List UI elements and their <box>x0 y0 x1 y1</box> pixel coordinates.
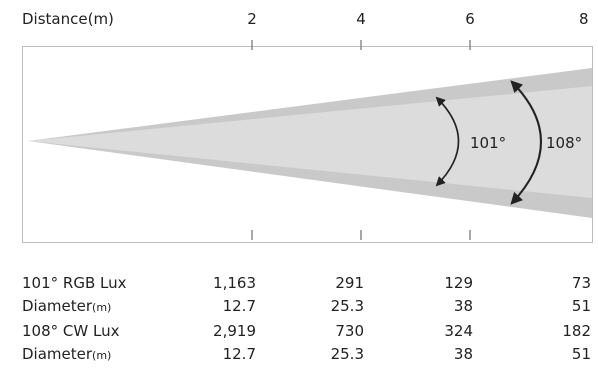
angle-label-bg-101 <box>465 131 517 153</box>
row-label-unit: (m) <box>92 349 112 362</box>
row-label-rgb-lux: 101° RGB Lux <box>22 274 126 292</box>
rgb-lux-8m: 73 <box>571 274 591 292</box>
row-label-text: 101° RGB Lux <box>22 274 127 292</box>
cw-lux-6m: 324 <box>444 322 473 340</box>
rgb-lux-4m: 291 <box>335 274 364 292</box>
diameter-1-6m: 38 <box>453 297 473 315</box>
tick-label-2m: 2 <box>247 10 257 28</box>
row-label-unit: (m) <box>92 301 112 314</box>
angle-arc-108 <box>510 80 542 205</box>
row-label-diameter-2: Diameter(m) <box>22 345 111 365</box>
angle-label-108: 108° <box>546 134 582 152</box>
diameter-2-8m: 51 <box>571 345 591 363</box>
cw-lux-2m: 2,919 <box>213 322 256 340</box>
diameter-1-8m: 51 <box>571 297 591 315</box>
diameter-1-4m: 25.3 <box>330 297 364 315</box>
tick-label-6m: 6 <box>465 10 475 28</box>
axis-label-distance: Distance(m) <box>22 10 114 28</box>
cw-lux-4m: 730 <box>335 322 364 340</box>
row-label-text: 108° CW Lux <box>22 322 120 340</box>
angle-arc-101 <box>435 96 460 187</box>
diameter-2-4m: 25.3 <box>330 345 364 363</box>
diameter-2-2m: 12.7 <box>222 345 256 363</box>
diameter-2-6m: 38 <box>453 345 473 363</box>
cw-lux-8m: 182 <box>562 322 591 340</box>
diameter-1-2m: 12.7 <box>222 297 256 315</box>
rgb-lux-2m: 1,163 <box>213 274 256 292</box>
rgb-lux-6m: 129 <box>444 274 473 292</box>
row-label-cw-lux: 108° CW Lux <box>22 322 119 340</box>
angle-label-101: 101° <box>470 134 506 152</box>
tick-label-8m: 8 <box>579 10 589 28</box>
inner-beam-101 <box>28 86 592 198</box>
row-label-text: Diameter <box>22 297 93 315</box>
tick-label-4m: 4 <box>356 10 366 28</box>
row-label-text: Diameter <box>22 345 93 363</box>
row-label-diameter-1: Diameter(m) <box>22 297 111 317</box>
